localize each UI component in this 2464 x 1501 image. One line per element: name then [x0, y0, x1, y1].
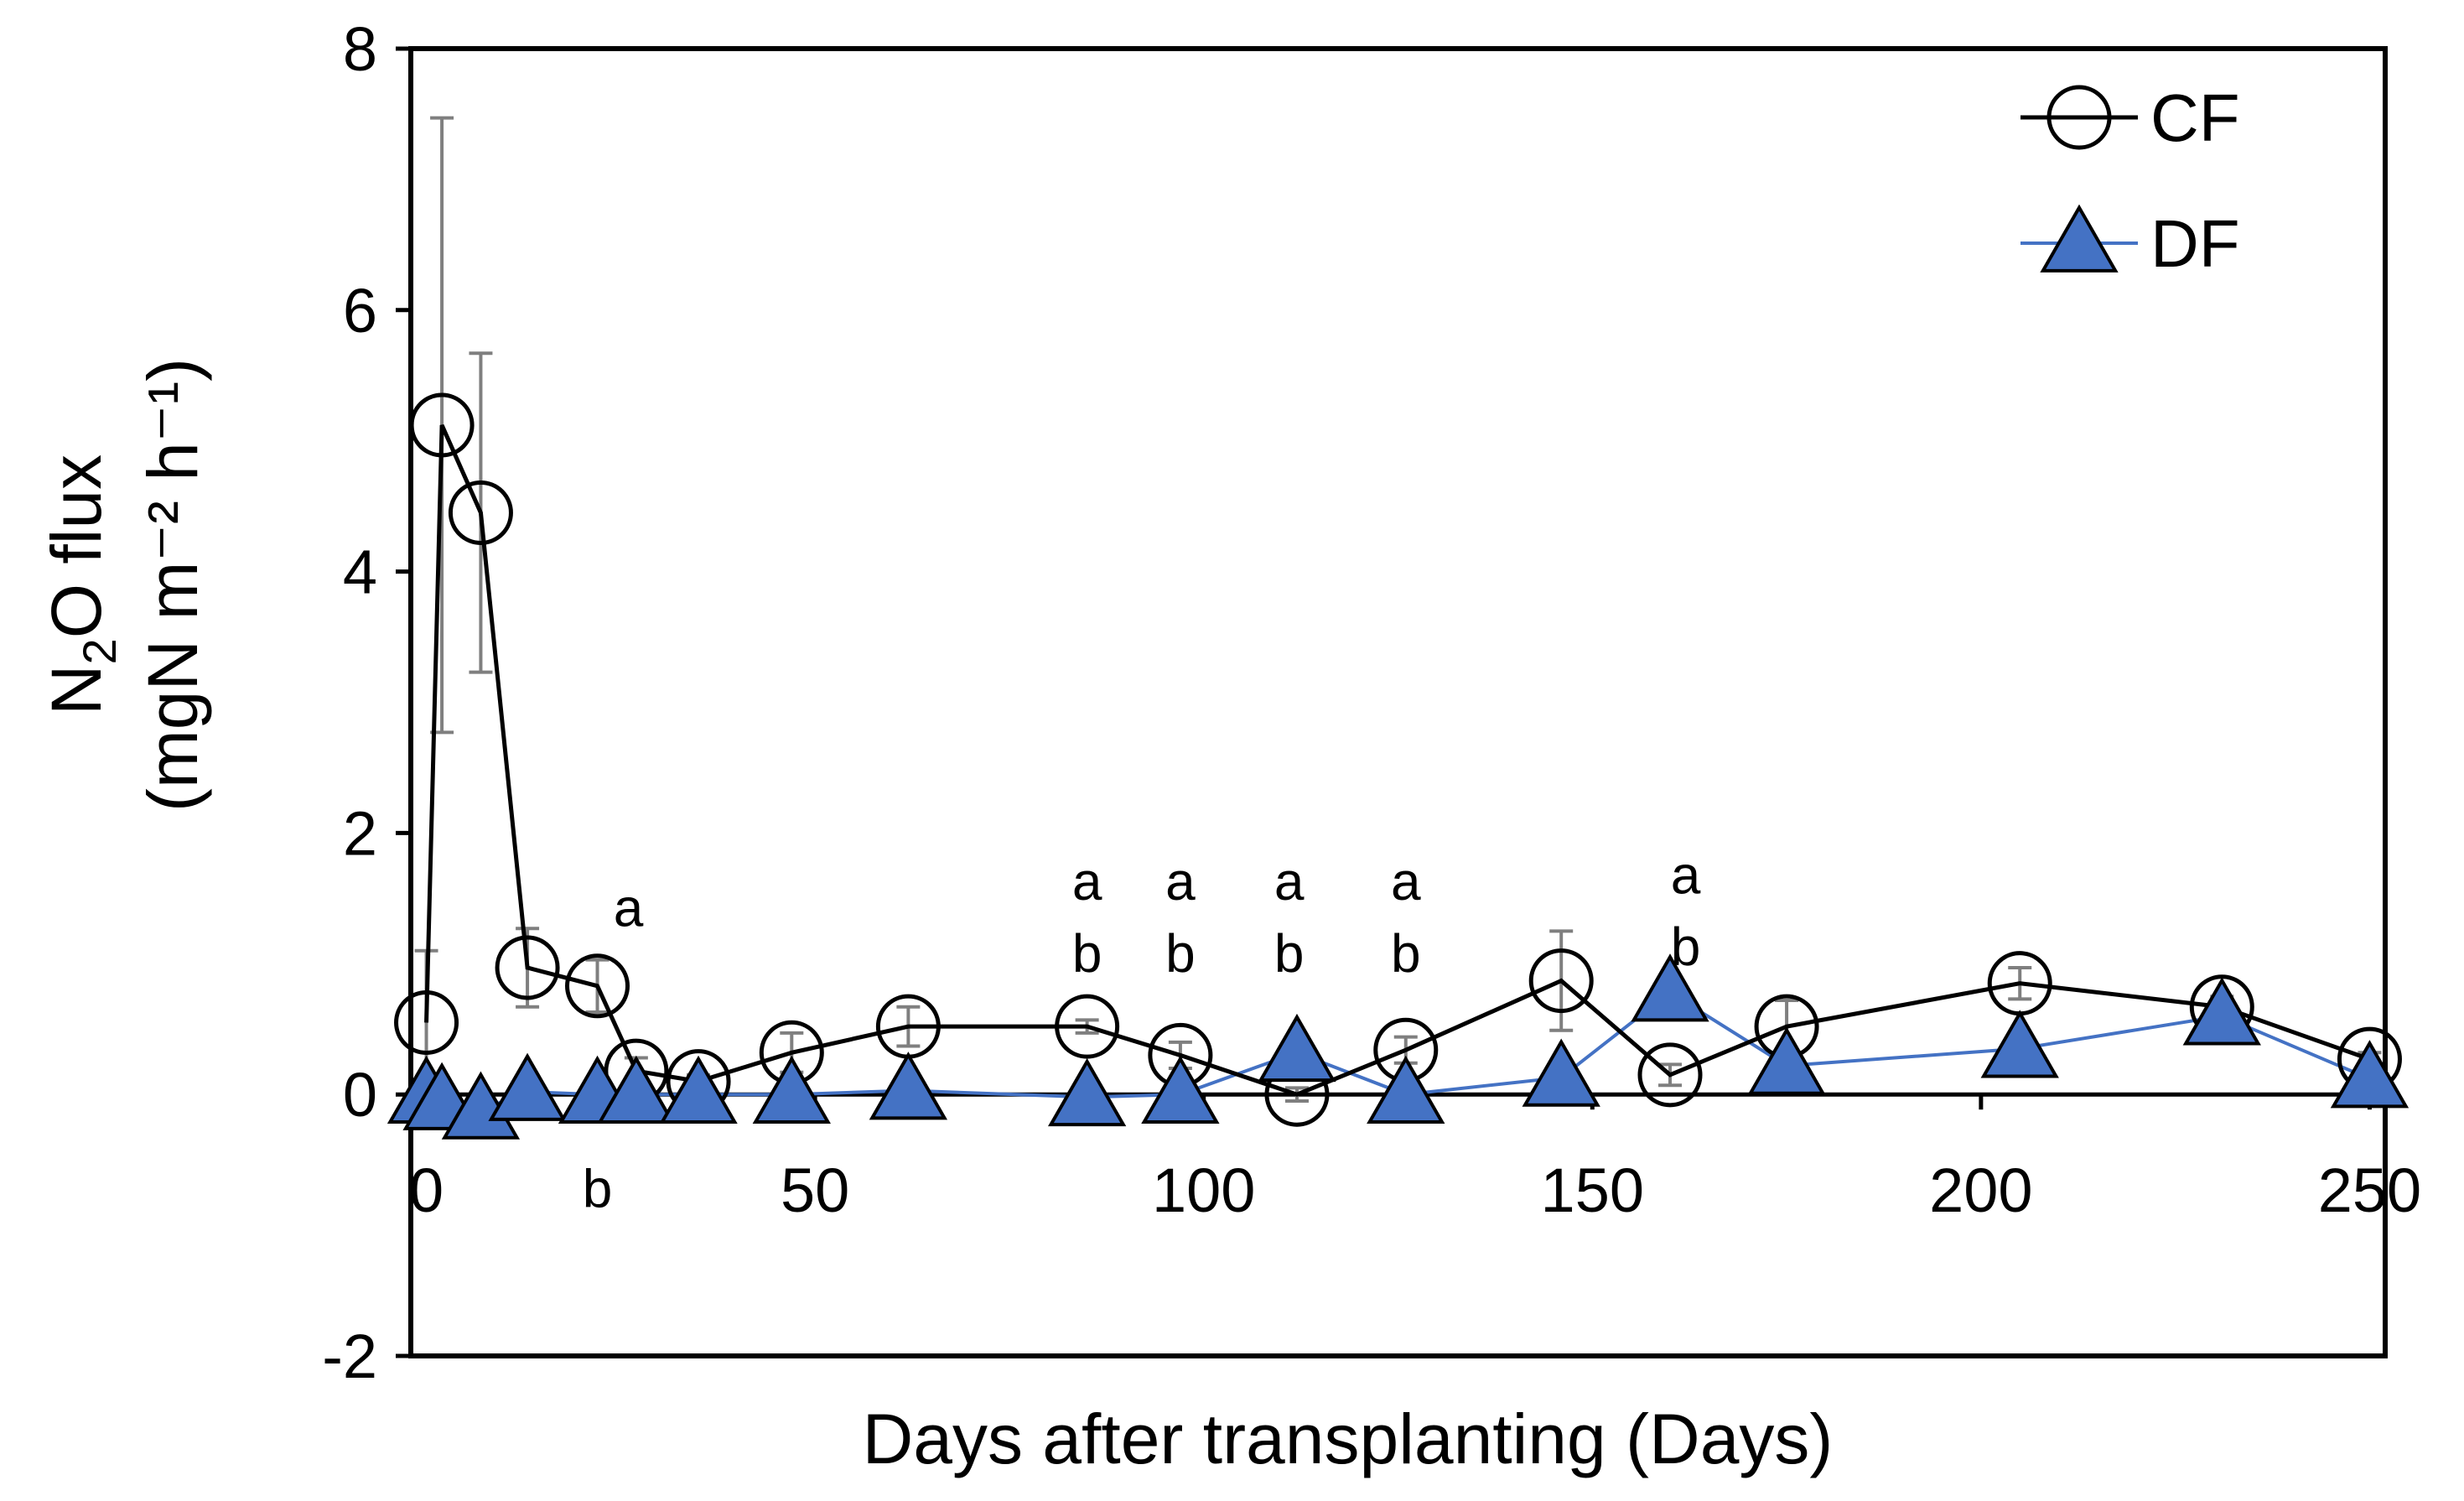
y-tick-label: 2 [343, 798, 377, 868]
data-point-cf [394, 989, 459, 1055]
data-point-df [1980, 1010, 2059, 1078]
y-axis-units: (mgN m⁻² h⁻¹) [133, 358, 212, 812]
data-point-df [1258, 1013, 1336, 1083]
y-tick-label: -2 [322, 1322, 377, 1391]
x-axis-title: Days after transplanting (Days) [863, 1400, 1834, 1478]
y-tick-label: 0 [343, 1060, 377, 1130]
x-tick-label: 150 [1541, 1156, 1644, 1225]
data-point-df [1631, 953, 1709, 1022]
x-tick-label: 200 [1929, 1156, 2032, 1225]
legend-marker-cf [2046, 85, 2112, 150]
data-point-df [659, 1055, 738, 1124]
data-point-df [2330, 1040, 2410, 1109]
data-point-df [2182, 977, 2261, 1046]
x-tick-label: 100 [1152, 1156, 1255, 1225]
significance-letter: a [1072, 851, 1102, 912]
x-tick-label: 0 [409, 1156, 444, 1225]
significance-letter: b [1165, 923, 1196, 984]
data-point-df [752, 1055, 831, 1124]
significance-letter: b [1072, 923, 1102, 984]
y-tick-label: 8 [343, 14, 377, 84]
significance-letter: b [1274, 923, 1305, 984]
plot-frame [408, 46, 2388, 1358]
data-point-cf [495, 935, 560, 1000]
x-tick-label: 250 [2318, 1156, 2421, 1225]
data-point-cf [1528, 948, 1594, 1014]
data-point-cf [875, 994, 941, 1059]
data-point-cf [409, 392, 475, 458]
data-point-cf [1055, 994, 1120, 1059]
x-tick-label: 50 [781, 1156, 849, 1225]
legend-item-df: DF [2020, 204, 2240, 281]
significance-letter: a [1274, 851, 1305, 912]
data-point-df [1747, 1026, 1826, 1095]
y-tick-label: 6 [343, 276, 377, 345]
y-tick-label: 4 [343, 538, 377, 607]
data-point-cf [1987, 951, 2052, 1016]
significance-letter: a [614, 877, 644, 937]
data-point-cf [1637, 1042, 1703, 1108]
legend-label-df: DF [2150, 206, 2240, 281]
significance-letter: b [1671, 917, 1701, 977]
significance-letter: a [1391, 851, 1421, 912]
data-point-df [488, 1052, 567, 1121]
significance-letter: a [1165, 851, 1196, 912]
legend-item-cf: CF [2020, 81, 2240, 155]
data-point-df [1141, 1055, 1220, 1124]
legend-marker-df [2040, 204, 2119, 273]
data-point-df [1047, 1057, 1127, 1127]
legend-label-cf: CF [2150, 81, 2240, 155]
significance-letter: b [583, 1158, 613, 1218]
y-axis-title: N2O flux [37, 454, 126, 715]
data-point-cf [565, 953, 630, 1019]
data-point-df [597, 1055, 676, 1124]
data-point-cf [448, 480, 513, 545]
significance-letter: b [1391, 923, 1421, 984]
series-line-cf [424, 423, 2371, 1097]
data-point-df [869, 1052, 948, 1120]
data-point-df [1367, 1055, 1445, 1124]
significance-letter: a [1671, 844, 1701, 905]
data-point-df [1522, 1038, 1600, 1107]
